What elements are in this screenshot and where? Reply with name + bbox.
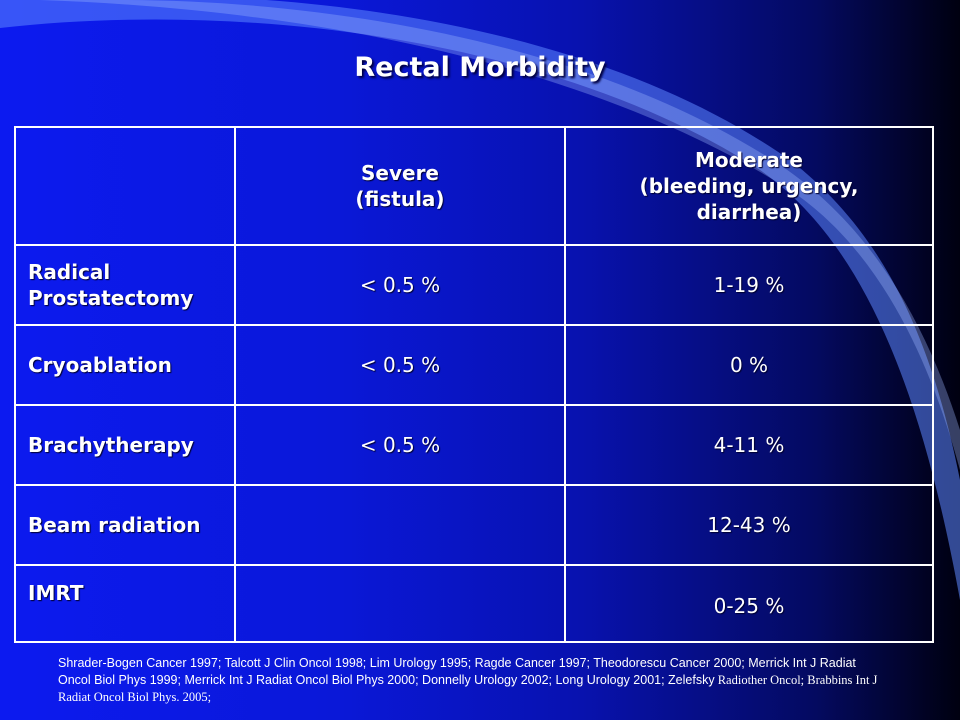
severe-value: < 0.5 % xyxy=(234,244,566,326)
moderate-value: 12-43 % xyxy=(564,484,934,566)
header-severe-line1: Severe xyxy=(361,161,439,185)
severe-value: < 0.5 % xyxy=(234,324,566,406)
moderate-value: 0 % xyxy=(564,324,934,406)
row-label: Brachytherapy xyxy=(14,404,236,486)
morbidity-table: Severe (fistula) Moderate (bleeding, urg… xyxy=(14,126,934,643)
table-row: Radical Prostatectomy < 0.5 % 1-19 % xyxy=(14,244,934,326)
header-moderate-line3: diarrhea) xyxy=(696,200,802,224)
header-blank-cell xyxy=(14,126,236,246)
slide-title: Rectal Morbidity xyxy=(354,52,606,83)
moderate-value: 0-25 % xyxy=(564,564,934,643)
row-label: IMRT xyxy=(14,564,236,643)
moderate-value: 1-19 % xyxy=(564,244,934,326)
table-row: Beam radiation 12-43 % xyxy=(14,484,934,566)
header-moderate-line2: (bleeding, urgency, xyxy=(639,174,859,198)
severe-value xyxy=(234,564,566,643)
row-label: Radical Prostatectomy xyxy=(14,244,236,326)
header-row: Severe (fistula) Moderate (bleeding, urg… xyxy=(14,126,934,246)
row-label: Beam radiation xyxy=(14,484,236,566)
row-label: Cryoablation xyxy=(14,324,236,406)
severe-value xyxy=(234,484,566,566)
table-row: IMRT 0-25 % xyxy=(14,564,934,643)
citations: Shrader-Bogen Cancer 1997; Talcott J Cli… xyxy=(58,655,888,706)
severe-value: < 0.5 % xyxy=(234,404,566,486)
moderate-value: 4-11 % xyxy=(564,404,934,486)
header-severe-line2: (fistula) xyxy=(355,187,445,211)
table-row: Brachytherapy < 0.5 % 4-11 % xyxy=(14,404,934,486)
header-moderate: Moderate (bleeding, urgency, diarrhea) xyxy=(564,126,934,246)
citations-serif-text: Radiother Oncol; Brabbins Int J Radiat O… xyxy=(58,673,878,704)
header-severe: Severe (fistula) xyxy=(234,126,566,246)
table-row: Cryoablation < 0.5 % 0 % xyxy=(14,324,934,406)
citations-text: Shrader-Bogen Cancer 1997; Talcott J Cli… xyxy=(58,656,856,687)
header-moderate-line1: Moderate xyxy=(694,148,803,172)
